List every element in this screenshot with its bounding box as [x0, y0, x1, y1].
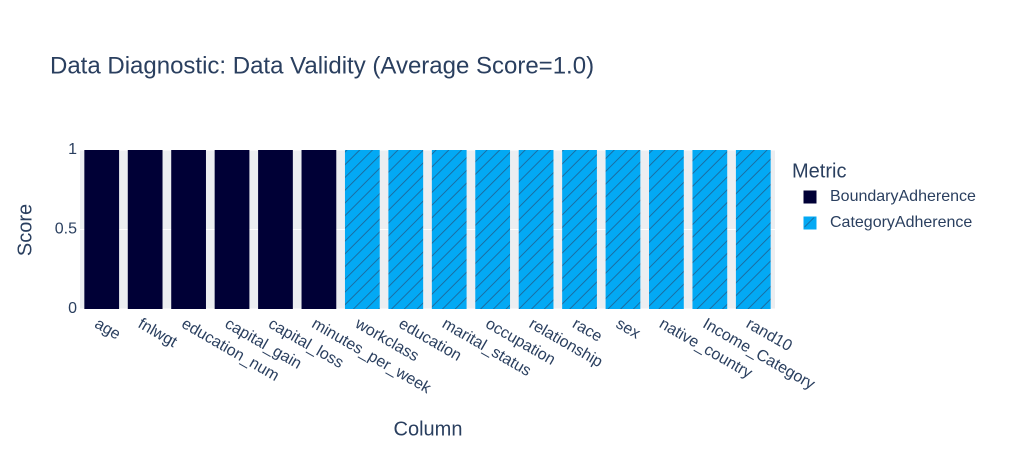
bar	[649, 150, 684, 309]
x-tick-label: age	[92, 315, 124, 343]
legend-label: CategoryAdherence	[830, 214, 972, 231]
x-axis-label: Column	[394, 418, 463, 440]
chart-title: Data Diagnostic: Data Validity (Average …	[50, 52, 594, 79]
bar	[214, 150, 250, 309]
bar	[605, 150, 641, 309]
bar	[735, 150, 771, 309]
legend-title: Metric	[792, 160, 846, 182]
legend-label: BoundaryAdherence	[830, 188, 976, 205]
bar	[388, 150, 424, 309]
bar	[518, 150, 554, 309]
y-axis-label: Score	[14, 204, 36, 256]
legend-swatch	[803, 216, 817, 230]
bar	[475, 150, 511, 309]
bar	[127, 150, 163, 309]
legend-swatch	[803, 190, 817, 204]
y-tick-label: 1	[68, 141, 77, 158]
bar	[301, 150, 337, 309]
x-tick-label: sex	[613, 315, 643, 342]
bar	[258, 150, 293, 309]
bar	[562, 150, 597, 309]
x-tick-label: fnlwgt	[135, 315, 180, 351]
bar	[84, 150, 120, 309]
y-tick-label: 0	[68, 300, 77, 317]
bar	[692, 150, 728, 309]
y-tick-label: 0.5	[55, 221, 77, 238]
bar	[431, 150, 467, 309]
bar	[171, 150, 206, 309]
bar	[344, 150, 380, 309]
